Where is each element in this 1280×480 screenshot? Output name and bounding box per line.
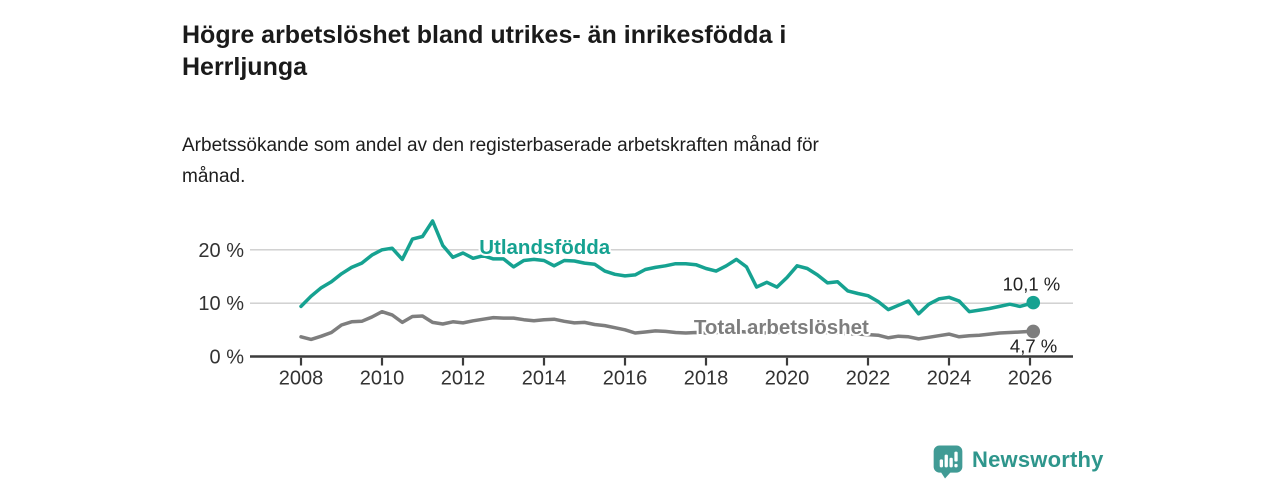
series-label-total-arbetsloshet: Total arbetslöshet bbox=[694, 316, 869, 339]
series-end-dot-utlandsfodda bbox=[1026, 295, 1041, 310]
x-tick-label-2024: 2024 bbox=[927, 368, 972, 390]
x-tick-label-2020: 2020 bbox=[765, 368, 810, 390]
series-line-utlandsfodda bbox=[299, 219, 1035, 316]
x-tick-label-2014: 2014 bbox=[522, 368, 567, 390]
brand-name: Newsworthy bbox=[972, 447, 1104, 472]
x-tick-label-2008: 2008 bbox=[279, 368, 324, 390]
series-line-total-arbetsloshet bbox=[299, 309, 1035, 342]
x-tick-label-2018: 2018 bbox=[684, 368, 729, 390]
chart-subtitle-line-1: Arbetssökande som andel av den registerb… bbox=[182, 135, 819, 156]
x-tick-label-2010: 2010 bbox=[360, 368, 405, 390]
x-tick-label-2012: 2012 bbox=[441, 368, 486, 390]
newsworthy-logo-icon bbox=[933, 445, 963, 479]
chart-subtitle: Arbetssökande som andel av den registerb… bbox=[182, 130, 1062, 192]
series-end-value-total-arbetsloshet: 4,7 % bbox=[1010, 335, 1057, 356]
y-tick-label-10: 10 % bbox=[198, 293, 244, 315]
chart-title: Högre arbetslöshet bland utrikes- än inr… bbox=[182, 19, 1042, 83]
chart-title-line-2: Herrljunga bbox=[182, 52, 308, 81]
y-tick-label-0: 0 % bbox=[210, 347, 245, 369]
y-tick-label-20: 20 % bbox=[198, 240, 244, 262]
x-tick-label-2016: 2016 bbox=[603, 368, 648, 390]
newsworthy-logo[interactable]: Newsworthy bbox=[933, 445, 1104, 479]
chart-subtitle-line-2: månad. bbox=[182, 166, 246, 187]
chart-title-line-1: Högre arbetslöshet bland utrikes- än inr… bbox=[182, 20, 787, 49]
x-tick-label-2026: 2026 bbox=[1008, 368, 1053, 390]
series-end-value-utlandsfodda: 10,1 % bbox=[1003, 274, 1061, 295]
series-end-dot-total-arbetsloshet bbox=[1026, 324, 1041, 339]
series-label-utlandsfodda: Utlandsfödda bbox=[479, 236, 611, 259]
x-tick-label-2022: 2022 bbox=[846, 368, 891, 390]
